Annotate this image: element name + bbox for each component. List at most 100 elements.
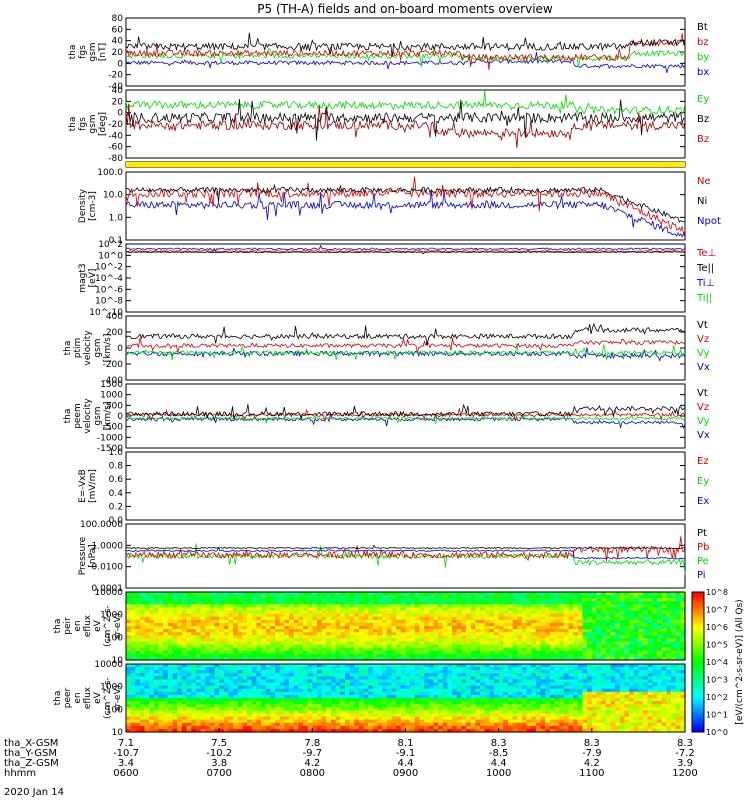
- spectro-cell: [153, 650, 160, 655]
- spectro-cell: [647, 607, 653, 612]
- spectro-cell: [433, 656, 439, 661]
- spectro-cell: [330, 719, 337, 724]
- spectro-cell: [195, 626, 202, 630]
- spectro-cell: [447, 629, 453, 633]
- spectro-cell: [330, 688, 337, 693]
- spectro-cell: [424, 670, 430, 674]
- spectro-cell: [363, 691, 369, 696]
- spectro-cell: [149, 688, 155, 693]
- spectro-cell: [144, 656, 150, 661]
- spectro-cell: [657, 610, 663, 615]
- spectro-cell: [503, 698, 509, 702]
- spectro-cell: [591, 607, 598, 612]
- spectro-cell: [289, 604, 295, 609]
- spectro-cell: [149, 629, 155, 633]
- spectro-cell: [596, 656, 602, 661]
- spectro-cell: [591, 595, 598, 599]
- spectro-cell: [181, 629, 188, 633]
- spectro-cell: [526, 592, 532, 596]
- spectro-cell: [261, 722, 267, 727]
- spectro-cell: [307, 629, 313, 633]
- spectro-cell: [531, 688, 537, 693]
- spectro-cell: [512, 601, 518, 605]
- y-tick-label: 20: [112, 97, 124, 107]
- spectro-cell: [256, 722, 262, 727]
- spectro-cell: [293, 656, 299, 661]
- spectro-cell: [195, 713, 202, 718]
- spectro-cell: [652, 601, 658, 605]
- spectro-cell: [135, 641, 141, 646]
- spectro-cell: [433, 670, 439, 674]
- spectro-cell: [312, 638, 318, 643]
- spectro-cell: [181, 713, 188, 718]
- spectro-cell: [456, 632, 462, 636]
- y-tick-label: 100: [106, 633, 123, 643]
- spectro-cell: [400, 685, 407, 690]
- spectro-cell: [507, 722, 514, 727]
- spectro-cell: [130, 691, 136, 696]
- spectro-cell: [386, 613, 393, 618]
- spectro-cell: [526, 626, 532, 630]
- spectro-cell: [517, 716, 523, 721]
- spectro-cell: [293, 647, 299, 652]
- spectro-cell: [414, 713, 421, 718]
- spectro-cell: [335, 722, 341, 727]
- spectro-cell: [316, 656, 323, 661]
- spectro-cell: [582, 610, 588, 615]
- spectro-cell: [377, 710, 383, 715]
- spectro-cell: [307, 647, 313, 652]
- spectro-cell: [289, 644, 295, 649]
- spectro-cell: [126, 722, 132, 727]
- spectro-cell: [596, 650, 602, 655]
- spectro-cell: [130, 701, 136, 705]
- spectro-cell: [363, 610, 369, 615]
- spectro-cell: [205, 613, 211, 618]
- spectro-cell: [414, 629, 421, 633]
- spectro-cell: [135, 682, 141, 687]
- spectro-cell: [242, 638, 248, 643]
- spectro-cell: [279, 595, 285, 599]
- spectro-cell: [424, 713, 430, 718]
- spectro-cell: [447, 682, 453, 687]
- spectro-cell: [461, 647, 467, 652]
- spectro-cell: [419, 685, 425, 690]
- spectro-cell: [657, 647, 663, 652]
- spectro-cell: [605, 604, 612, 609]
- spectro-cell: [452, 641, 458, 646]
- spectro-cell: [330, 622, 337, 627]
- spectro-cell: [172, 638, 178, 643]
- spectro-cell: [466, 691, 472, 696]
- spectro-cell: [643, 641, 649, 646]
- spectro-cell: [316, 704, 323, 708]
- spectro-cell: [577, 632, 584, 636]
- spectro-cell: [340, 647, 346, 652]
- spectro-cell: [242, 595, 248, 599]
- spectro-cell: [214, 728, 220, 733]
- spectro-cell: [205, 694, 211, 699]
- spectro-cell: [461, 667, 467, 671]
- spectro-cell: [177, 670, 183, 674]
- spectro-cell: [414, 656, 421, 661]
- spectro-cell: [158, 616, 164, 621]
- spectro-cell: [675, 619, 681, 624]
- spectro-cell: [587, 607, 593, 612]
- spectro-cell: [158, 613, 164, 618]
- spectro-cell: [666, 622, 672, 627]
- spectro-cell: [498, 673, 504, 677]
- spectro-cell: [219, 673, 225, 677]
- spectro-cell: [517, 619, 523, 624]
- spectro-cell: [414, 616, 421, 621]
- spectro-cell: [633, 622, 640, 627]
- spectro-cell: [298, 607, 304, 612]
- spectro-cell: [172, 601, 178, 605]
- spectro-cell: [256, 713, 262, 718]
- spectro-cell: [405, 728, 411, 733]
- spectro-cell: [498, 641, 504, 646]
- spectro-cell: [484, 722, 490, 727]
- spectro-cell: [549, 644, 556, 649]
- spectro-cell: [191, 688, 197, 693]
- spectro-cell: [540, 607, 546, 612]
- spectro-cell: [531, 601, 537, 605]
- spectro-cell: [428, 638, 435, 643]
- spectro-cell: [582, 607, 588, 612]
